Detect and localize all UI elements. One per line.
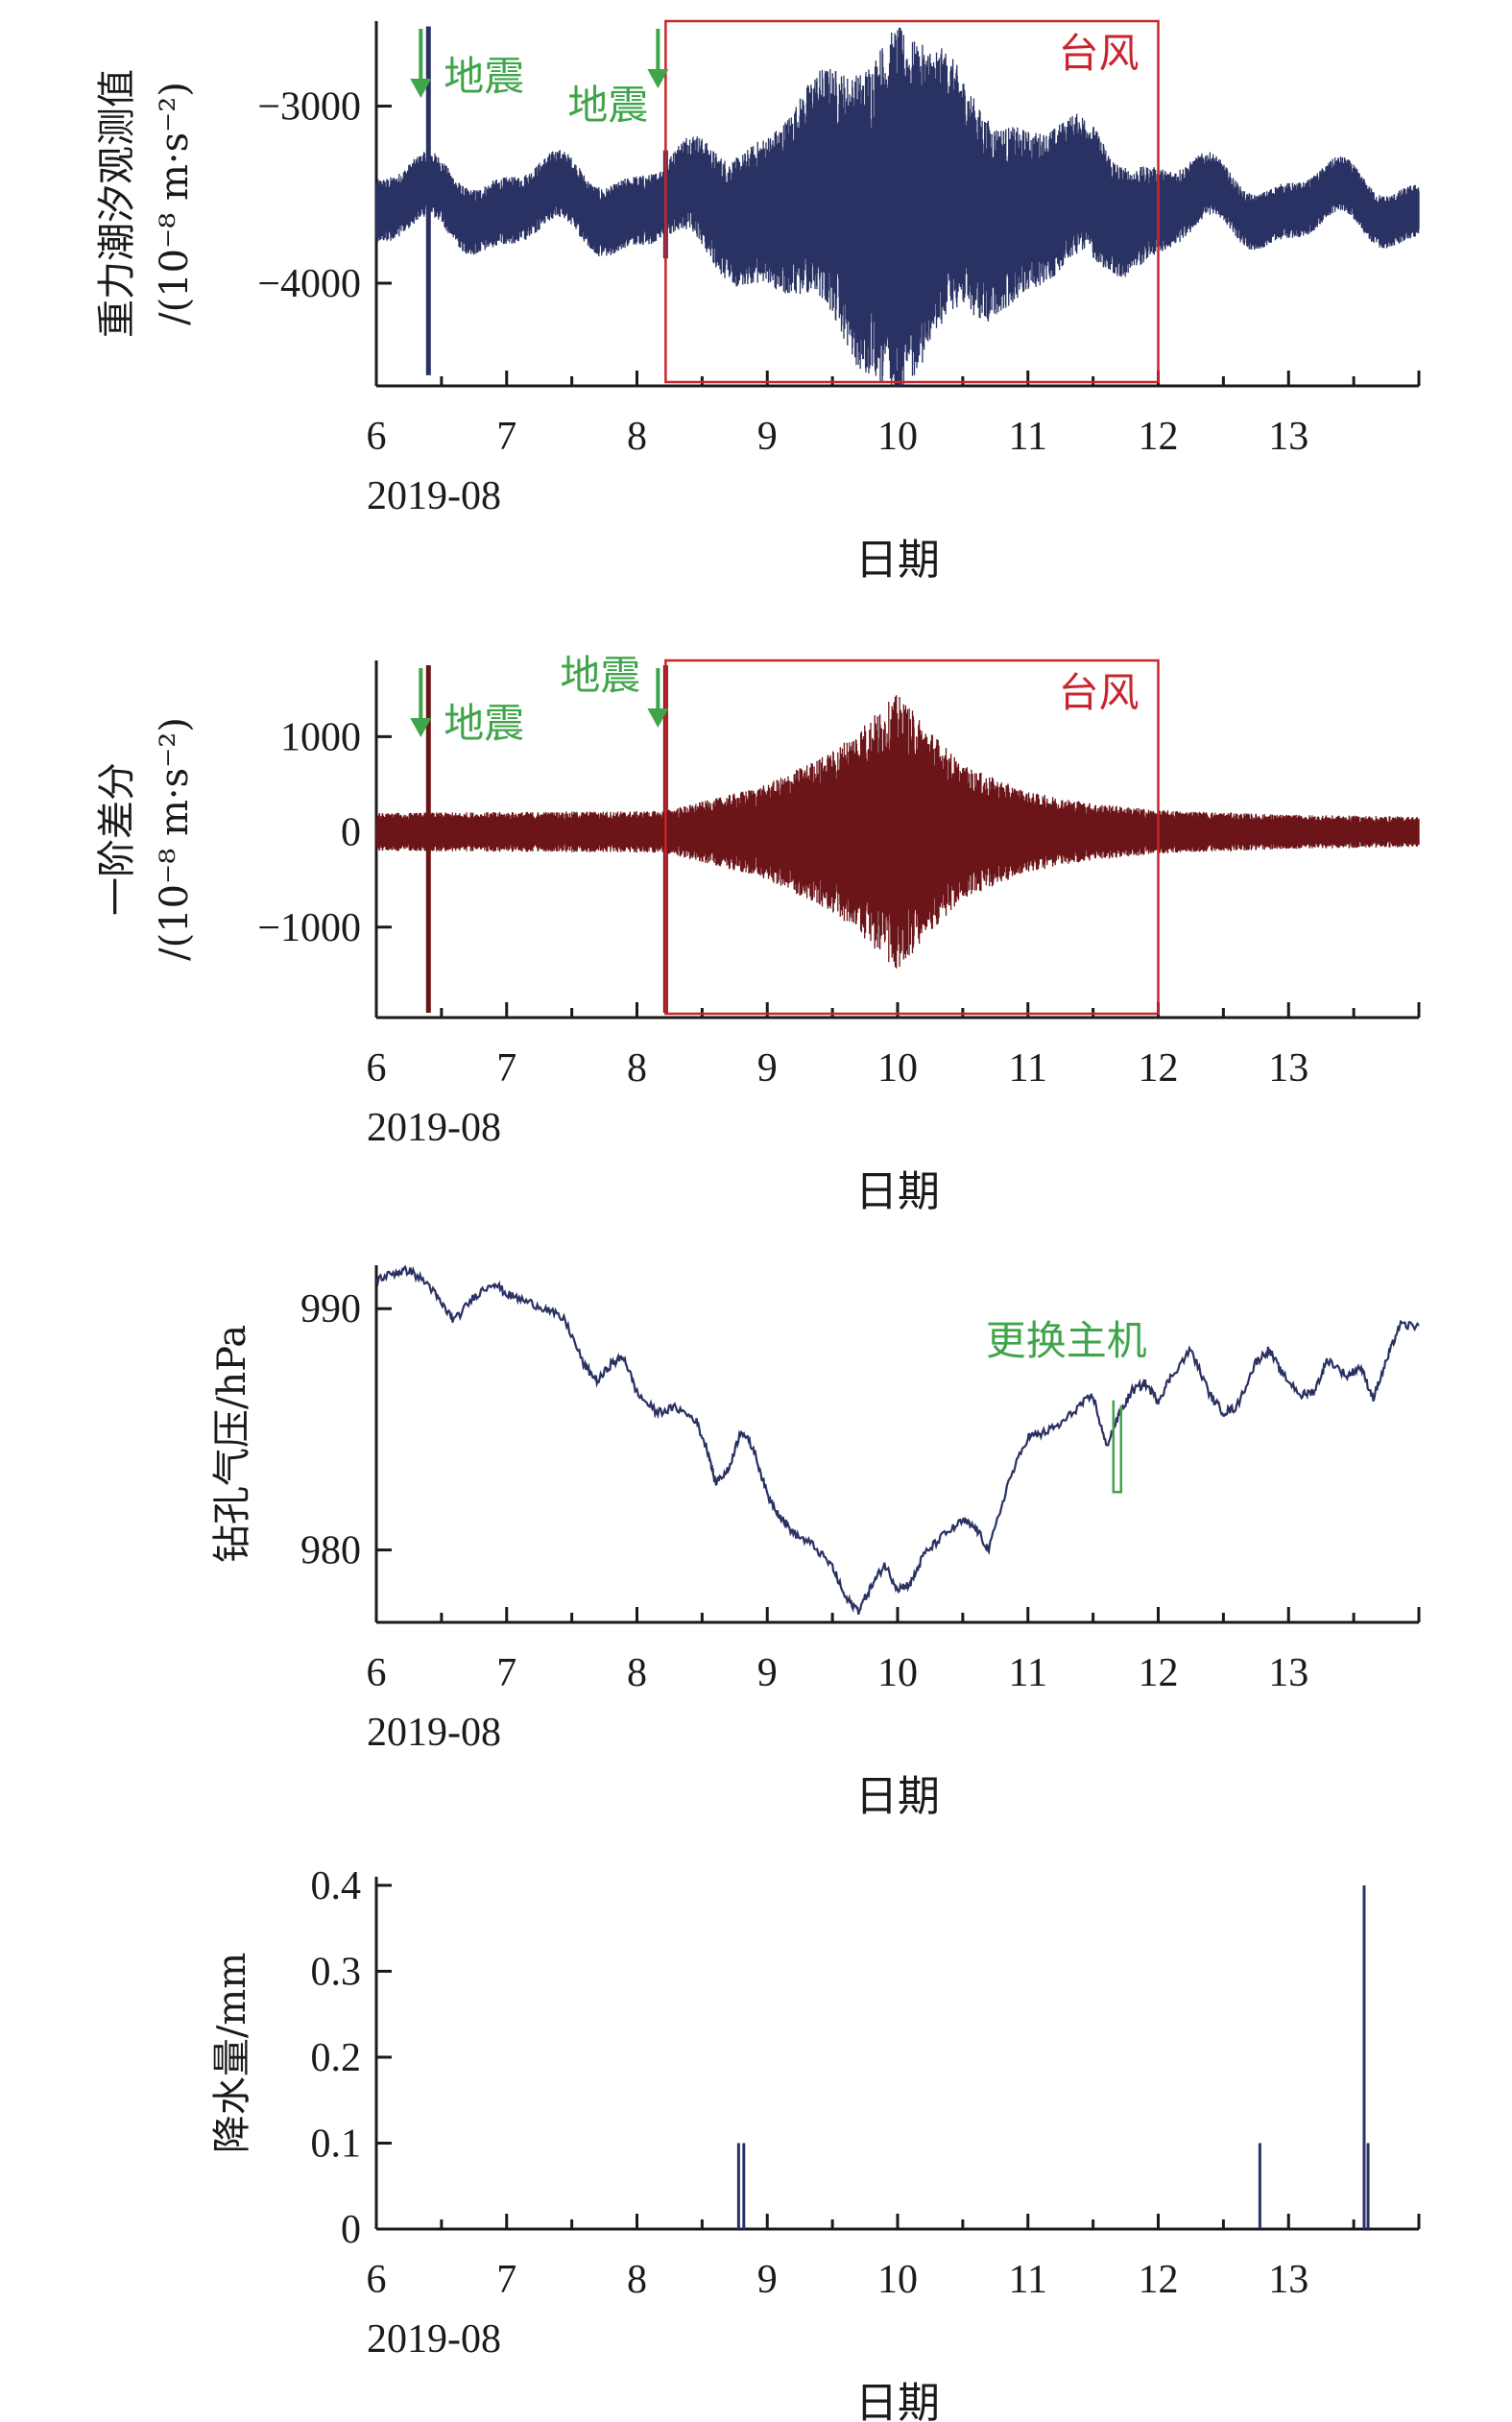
y-tick-label: 980 [300,1529,361,1573]
x-tick-label: 10 [877,2258,918,2302]
x-tick-label: 7 [496,1046,516,1091]
earthquake-label: 地震 [567,82,648,129]
y-axis-label: 降水量/mm [210,1953,254,2153]
x-tick-label: 12 [1139,415,1179,459]
y-tick-label: 0.4 [311,1864,362,1908]
x-tick-label: 8 [627,1046,647,1091]
earthquake-arrow-head [410,79,432,98]
x-tick-label: 7 [496,415,516,459]
y-axis-label: 一阶差分 [95,762,139,916]
x-tick-label: 13 [1268,1651,1308,1695]
x-tick-label: 11 [1009,1651,1047,1695]
x-tick-label: 6 [367,1046,387,1091]
earthquake-arrow-head [647,708,669,728]
x-axis-label: 日期 [855,2379,940,2422]
earthquake-arrow-head [410,718,432,737]
y-tick-label: −1000 [257,906,361,950]
host-change-label: 更换主机 [986,1317,1147,1364]
y-tick-label: 990 [300,1287,361,1331]
y-tick-label: −3000 [257,85,361,130]
x-tick-label: 9 [757,415,778,459]
series-band [375,27,1420,386]
x-tick-label: 8 [627,415,647,459]
x-tick-label: 7 [496,2258,516,2302]
y-tick-label: 0.1 [311,2122,362,2166]
chart-panel-3: 6 7 8 9 10 11 12 13 2019-08 日期 990 980 钻孔气压/hPa 更换主机 [210,1264,1421,1821]
x-tick-label: 9 [757,1651,778,1695]
host-change-marker [1112,1400,1123,1494]
pressure-line [374,1264,1420,1616]
x-date-label: 2019-08 [367,2317,501,2362]
y-axis-label: 重力潮汐观测值 [95,69,139,338]
y-axis-unit-label: /(10⁻⁸ m·s⁻²) [153,82,197,325]
x-tick-label: 11 [1009,2258,1047,2302]
chart-panel-1: 6 7 8 9 10 11 12 13 2019-08 日期 −3000 −4000 重力潮汐观测值 /(… [95,19,1421,585]
x-tick-label: 8 [627,2258,647,2302]
y-tick-label: −4000 [257,262,361,306]
x-axis-label: 日期 [855,536,940,585]
x-tick-label: 11 [1009,415,1047,459]
earthquake-arrow-head [647,69,669,88]
x-tick-label: 10 [877,1046,918,1091]
chart-panel-2: 6 7 8 9 10 11 12 13 2019-08 日期 1000 0 −1000 一阶差分 /(10⁻… [95,652,1421,1216]
x-tick-label: 12 [1139,1651,1179,1695]
x-tick-label: 6 [367,1651,387,1695]
y-tick-label: 0.2 [311,2036,362,2080]
x-date-label: 2019-08 [367,474,501,518]
x-tick-label: 13 [1268,2258,1308,2302]
chart-panel-4: 6 7 8 9 10 11 12 13 2019-08 日期 0.4 0.3 0.2 0.1 0 降水量/mm [210,1864,1421,2422]
x-tick-label: 11 [1009,1046,1047,1091]
y-tick-label: 0 [341,2208,361,2252]
typhoon-box [664,19,1160,384]
earthquake-label: 地震 [444,700,524,747]
x-tick-label: 13 [1268,1046,1308,1091]
typhoon-label: 台风 [1058,669,1139,716]
x-tick-label: 6 [367,415,387,459]
x-tick-label: 7 [496,1651,516,1695]
x-tick-label: 12 [1139,1046,1179,1091]
x-date-label: 2019-08 [367,1106,501,1150]
x-tick-label: 13 [1268,415,1308,459]
x-axis-label: 日期 [855,1167,940,1216]
x-tick-label: 9 [757,2258,778,2302]
series-band [375,695,1420,969]
typhoon-label: 台风 [1058,30,1139,77]
earthquake-label: 地震 [444,53,524,100]
x-tick-label: 10 [877,1651,918,1695]
y-axis-label: 钻孔气压/hPa [210,1325,254,1563]
x-tick-label: 12 [1139,2258,1179,2302]
x-tick-label: 10 [877,415,918,459]
earthquake-label: 地震 [560,652,640,699]
typhoon-box [664,659,1160,1016]
x-date-label: 2019-08 [367,1711,501,1755]
y-tick-label: 0 [341,811,361,855]
x-tick-label: 8 [627,1651,647,1695]
y-tick-label: 1000 [280,715,361,759]
y-tick-label: 0.3 [311,1950,362,1994]
y-axis-unit-label: /(10⁻⁸ m·s⁻²) [153,717,197,961]
x-tick-label: 9 [757,1046,778,1091]
x-axis-label: 日期 [855,1772,940,1821]
x-tick-label: 6 [367,2258,387,2302]
